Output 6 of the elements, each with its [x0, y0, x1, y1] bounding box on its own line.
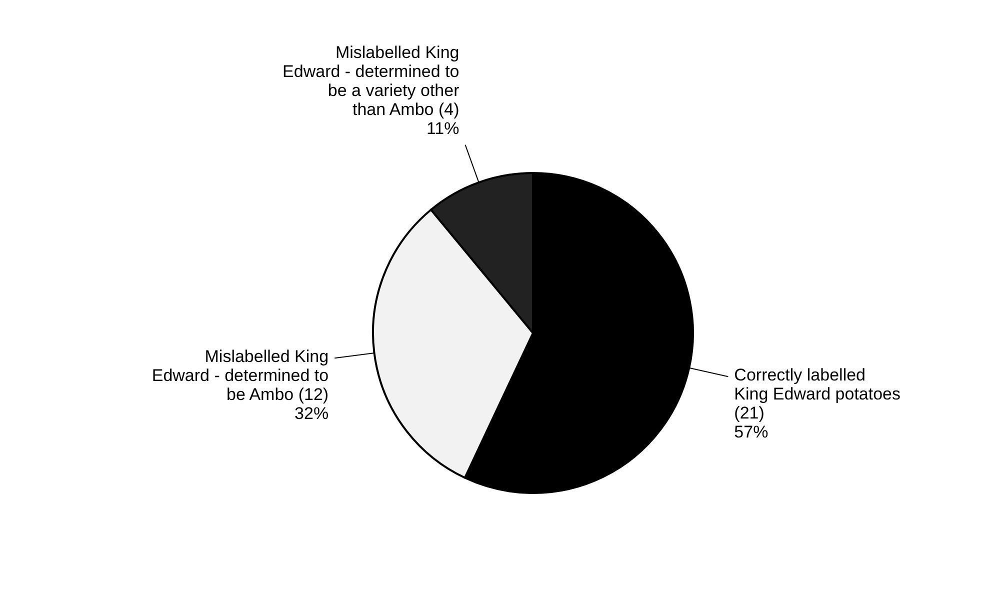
slice-label: Mislabelled King Edward - determined to be a variety other than Ambo (4): [282, 42, 460, 119]
slice-label: Mislabelled King Edward - determined to be Ambo (12): [152, 347, 329, 404]
slice-label: Correctly labelled King Edward potatoes (21): [734, 366, 901, 423]
data-label: 32%: [294, 404, 329, 424]
data-label: 57%: [734, 422, 768, 442]
data-label: 11%: [426, 118, 460, 138]
